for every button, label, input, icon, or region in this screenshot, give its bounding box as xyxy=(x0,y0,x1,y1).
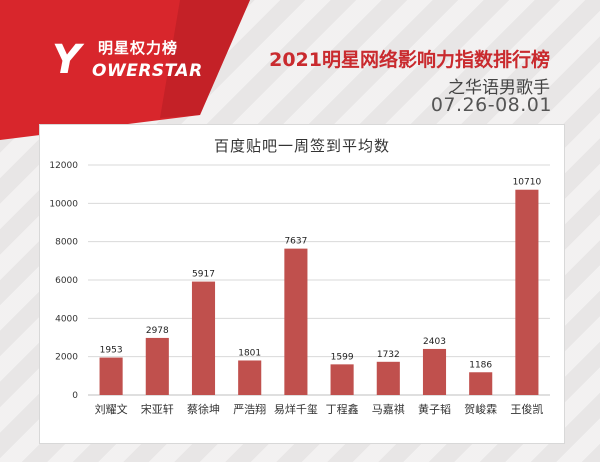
data-label: 10710 xyxy=(513,178,542,188)
bar xyxy=(238,360,262,395)
category-label: 刘耀文 xyxy=(95,402,128,416)
red-banner xyxy=(0,0,250,140)
chart-panel: 百度贴吧一周签到平均数 0 2000 4000 6000 8000 10000 12000 1… xyxy=(39,124,565,444)
bar xyxy=(515,189,539,395)
category-label: 黄子韬 xyxy=(418,402,451,416)
bar-chart: 0 2000 4000 6000 8000 10000 12000 1953 刘耀文 2978 宋亚… xyxy=(49,161,550,416)
bar xyxy=(422,348,447,395)
category-label: 丁程鑫 xyxy=(326,402,359,416)
data-label: 1732 xyxy=(377,350,400,360)
category-label: 贺峻霖 xyxy=(464,402,497,416)
bar xyxy=(469,372,493,395)
category-label: 宋亚轩 xyxy=(141,402,174,416)
page-title: 2021明星网络影响力指数排行榜 xyxy=(269,49,550,71)
date-range: 07.26-08.01 xyxy=(430,94,552,116)
logo-chinese: 明星权力榜 xyxy=(98,39,179,57)
data-label: 1953 xyxy=(100,346,123,356)
chart-title: 百度贴吧一周签到平均数 xyxy=(213,137,390,155)
category-label: 易烊千玺 xyxy=(274,402,318,416)
bar xyxy=(191,281,216,395)
bar xyxy=(284,248,308,395)
y-tick-label: 2000 xyxy=(55,353,78,363)
data-label: 1801 xyxy=(238,348,261,358)
page-subtitle: 之华语男歌手 xyxy=(448,78,550,98)
y-tick-label: 4000 xyxy=(55,314,78,324)
data-label: 7637 xyxy=(284,237,307,247)
category-label: 严浩翔 xyxy=(233,402,266,416)
y-tick-label: 10000 xyxy=(49,199,78,209)
data-label: 1599 xyxy=(331,352,354,362)
category-label: 马嘉祺 xyxy=(372,402,405,416)
data-label: 2978 xyxy=(146,326,169,336)
bar xyxy=(145,337,169,395)
bar xyxy=(376,361,400,395)
y-tick-label: 6000 xyxy=(55,276,78,286)
bar xyxy=(330,364,354,395)
data-label: 1186 xyxy=(469,360,492,370)
logo-english: OWERSTAR xyxy=(92,61,203,81)
logo-mark: Y xyxy=(52,37,81,83)
y-tick-label: 0 xyxy=(72,391,78,401)
category-label: 王俊凯 xyxy=(510,402,543,416)
y-tick-label: 12000 xyxy=(49,161,78,171)
category-label: 蔡徐坤 xyxy=(187,402,220,416)
data-label: 2403 xyxy=(423,337,446,347)
data-label: 5917 xyxy=(192,270,215,280)
y-tick-label: 8000 xyxy=(55,238,78,248)
bar xyxy=(99,357,123,395)
